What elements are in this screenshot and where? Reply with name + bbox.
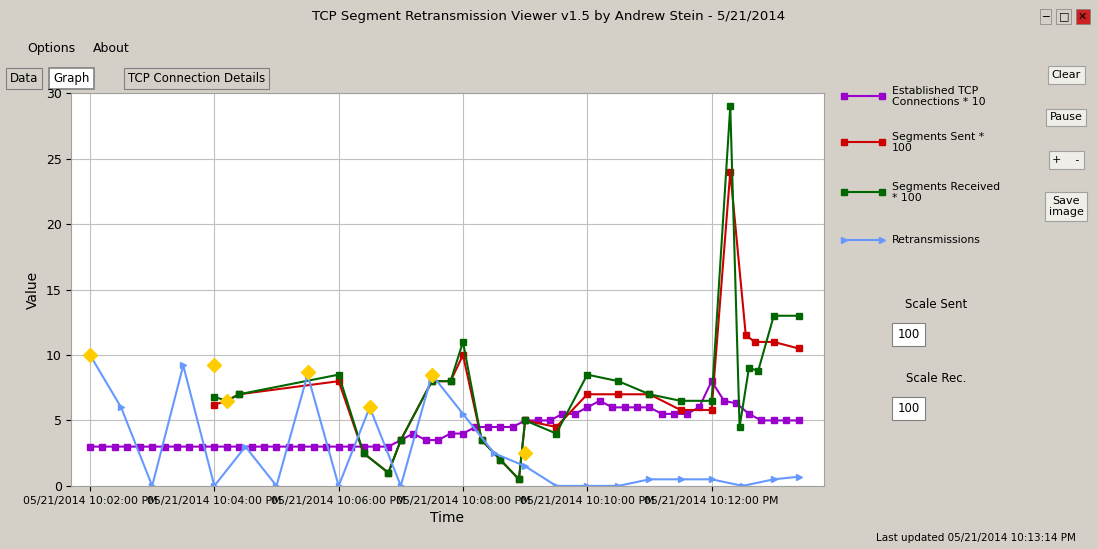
Text: Save
image: Save image <box>1049 195 1084 217</box>
Text: Pause: Pause <box>1050 113 1083 122</box>
Text: TCP Connection Details: TCP Connection Details <box>127 72 265 85</box>
Text: ─: ─ <box>1042 12 1049 21</box>
Text: Segments Sent *
100: Segments Sent * 100 <box>892 132 984 153</box>
Text: □: □ <box>1058 12 1069 21</box>
Text: TCP Segment Retransmission Viewer v1.5 by Andrew Stein - 5/21/2014: TCP Segment Retransmission Viewer v1.5 b… <box>313 10 785 23</box>
X-axis label: Time: Time <box>430 511 464 525</box>
Text: Data: Data <box>10 72 38 85</box>
Text: Options: Options <box>27 42 76 54</box>
Text: Scale Sent: Scale Sent <box>905 298 967 311</box>
Text: Retransmissions: Retransmissions <box>892 236 981 245</box>
Text: Graph: Graph <box>54 72 90 85</box>
Text: Established TCP
Connections * 10: Established TCP Connections * 10 <box>892 86 986 107</box>
Text: ✕: ✕ <box>1078 12 1087 21</box>
Text: About: About <box>93 42 130 54</box>
Y-axis label: Value: Value <box>26 271 41 309</box>
Text: Scale Rec.: Scale Rec. <box>906 372 966 384</box>
Text: Last updated 05/21/2014 10:13:14 PM: Last updated 05/21/2014 10:13:14 PM <box>876 533 1076 543</box>
Text: Segments Received
* 100: Segments Received * 100 <box>892 182 1000 203</box>
Text: +    -: + - <box>1053 155 1079 165</box>
Text: 100: 100 <box>898 402 920 415</box>
Text: 100: 100 <box>898 328 920 341</box>
Text: Clear: Clear <box>1052 70 1080 80</box>
